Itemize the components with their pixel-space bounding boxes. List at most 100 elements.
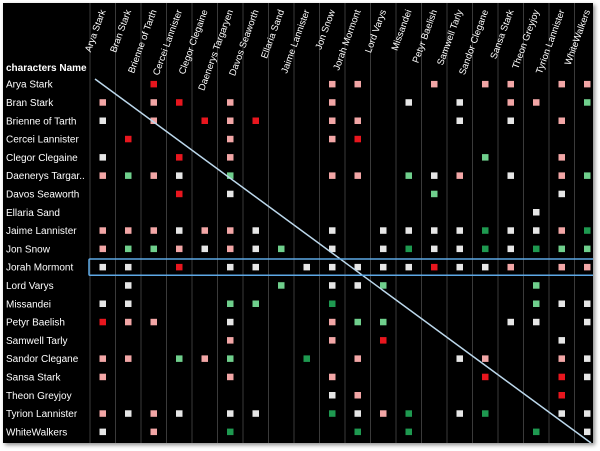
- cell-arya-stark-tyrion-lannister: [558, 80, 565, 88]
- cell-jaime-lannister-samwell-tarly: [456, 227, 463, 234]
- cell-petyr-baelish-theon-greyjoy: [533, 318, 540, 326]
- cell-jaime-lannister-clegor-clegaine: [201, 227, 208, 234]
- cell-tyrion-lannister-sandor-clegane: [482, 410, 489, 417]
- cell-jaime-lannister-daenerys-targaryen: [227, 227, 234, 234]
- cell-petyr-baelish-arya-stark: [99, 318, 106, 326]
- cell-daenerys-targar-arya-stark: [99, 172, 106, 179]
- cell-bran-stark-brienne-of-tarth: [150, 99, 157, 106]
- cell-jon-snow-ellaria-sand: [278, 245, 285, 253]
- row-label-daenerys-targar: Daenerys Targar..: [6, 171, 85, 182]
- cell-jorah-mormont-samwell-tarly: [456, 263, 463, 271]
- cell-brienne-of-tarth-daenerys-targaryen: [227, 117, 234, 124]
- cell-petyr-baelish-sansa-stark: [507, 318, 514, 326]
- cell-jon-snow-whitewalkers: [584, 245, 591, 253]
- row-label-bran-stark: Bran Stark: [6, 98, 54, 109]
- cell-sandor-clegane-samwell-tarly: [456, 355, 463, 362]
- cell-jon-snow-petyr-baelish: [431, 245, 438, 253]
- cell-petyr-baelish-lord-varys: [380, 318, 387, 326]
- cell-jorah-mormont-tyrion-lannister: [558, 263, 565, 271]
- cell-samwell-tarly-lord-varys: [380, 337, 387, 344]
- cell-jon-snow-tyrion-lannister: [558, 245, 565, 253]
- cell-missandei-jon-snow: [329, 300, 336, 307]
- cell-clegor-clegaine-cercei-lannister: [176, 154, 183, 161]
- cell-jorah-mormont-arya-stark: [99, 263, 106, 271]
- row-label-sansa-stark: Sansa Stark: [6, 372, 61, 383]
- cell-jorah-mormont-petyr-baelish: [431, 263, 438, 271]
- cell-brienne-of-tarth-arya-stark: [99, 117, 106, 124]
- row-label-jaime-lannister: Jaime Lannister: [6, 226, 77, 237]
- cell-jon-snow-daenerys-targaryen: [227, 245, 234, 253]
- cell-bran-stark-samwell-tarly: [456, 99, 463, 106]
- cell-daenerys-targar-missandei: [405, 172, 412, 179]
- cell-tyrion-lannister-arya-stark: [99, 410, 106, 417]
- cell-clegor-clegaine-arya-stark: [99, 154, 106, 161]
- cell-whitewalkers-jorah-mormont: [354, 428, 361, 436]
- cell-jon-snow-arya-stark: [99, 245, 106, 253]
- column-label-sansa-stark: Sansa Stark: [489, 8, 517, 61]
- cell-petyr-baelish-jorah-mormont: [354, 318, 361, 326]
- cell-sansa-stark-arya-stark: [99, 373, 106, 381]
- cell-theon-greyjoy-tyrion-lannister: [558, 392, 565, 399]
- cell-jaime-lannister-theon-greyjoy: [533, 227, 540, 234]
- cell-bran-stark-jon-snow: [329, 99, 336, 106]
- cell-lord-varys-bran-stark: [125, 282, 132, 289]
- cell-jorah-mormont-missandei: [405, 263, 412, 271]
- cell-petyr-baelish-daenerys-targaryen: [227, 318, 234, 326]
- cell-jaime-lannister-missandei: [405, 227, 412, 234]
- cell-jon-snow-sandor-clegane: [482, 245, 489, 253]
- cell-clegor-clegaine-tyrion-lannister: [558, 154, 565, 161]
- cell-missandei-arya-stark: [99, 300, 106, 307]
- cell-petyr-baelish-brienne-of-tarth: [150, 318, 157, 326]
- cell-tyrion-lannister-whitewalkers: [584, 410, 591, 417]
- cell-jaime-lannister-arya-stark: [99, 227, 106, 234]
- cell-tyrion-lannister-lord-varys: [380, 410, 387, 417]
- cell-theon-greyjoy-jorah-mormont: [354, 392, 361, 399]
- cell-sansa-stark-sandor-clegane: [482, 373, 489, 381]
- cell-arya-stark-sansa-stark: [507, 80, 514, 88]
- cell-lord-varys-jon-snow: [329, 282, 336, 289]
- cell-arya-stark-petyr-baelish: [431, 80, 438, 88]
- cell-tyrion-lannister-bran-stark: [125, 410, 132, 417]
- cell-jon-snow-bran-stark: [125, 245, 132, 253]
- cell-sandor-clegane-tyrion-lannister: [558, 355, 565, 362]
- cell-petyr-baelish-bran-stark: [125, 318, 132, 326]
- cell-arya-stark-jorah-mormont: [354, 80, 361, 88]
- row-label-ellaria-sand: Ellaria Sand: [6, 208, 60, 219]
- cell-sandor-clegane-jorah-mormont: [354, 355, 361, 362]
- cell-daenerys-targar-jorah-mormont: [354, 172, 361, 179]
- column-label-bran-stark: Bran Stark: [108, 8, 134, 54]
- cell-sansa-stark-daenerys-targaryen: [227, 373, 234, 381]
- cell-missandei-davos-seaworth: [252, 300, 259, 307]
- row-label-arya-stark: Arya Stark: [6, 80, 54, 91]
- cell-daenerys-targar-tyrion-lannister: [558, 172, 565, 179]
- cell-daenerys-targar-whitewalkers: [584, 172, 591, 179]
- cell-whitewalkers-whitewalkers: [584, 428, 591, 436]
- row-header-label: characters Name: [6, 63, 87, 74]
- row-label-jorah-mormont: Jorah Mormont: [6, 263, 73, 274]
- cell-tyrion-lannister-jorah-mormont: [354, 410, 361, 417]
- row-label-sandor-clegane: Sandor Clegane: [6, 354, 79, 365]
- cell-bran-stark-daenerys-targaryen: [227, 99, 234, 106]
- cell-tyrion-lannister-davos-seaworth: [252, 410, 259, 417]
- cell-jorah-mormont-jorah-mormont: [354, 263, 361, 271]
- cell-arya-stark-whitewalkers: [584, 80, 591, 88]
- chart-frame: characters Name Arya Stark Bran Stark Brien…: [3, 3, 593, 443]
- column-label-arya-stark: Arya Stark: [83, 8, 109, 54]
- cell-davos-seaworth-daenerys-targaryen: [227, 190, 234, 198]
- cell-missandei-daenerys-targaryen: [227, 300, 234, 307]
- cell-daenerys-targar-bran-stark: [125, 172, 132, 179]
- cell-daenerys-targar-sansa-stark: [507, 172, 514, 179]
- cell-jaime-lannister-whitewalkers: [584, 227, 591, 234]
- highlight-row-box: [88, 258, 593, 277]
- cell-clegor-clegaine-sandor-clegane: [482, 154, 489, 161]
- cell-jaime-lannister-cercei-lannister: [176, 227, 183, 234]
- cell-jaime-lannister-sansa-stark: [507, 227, 514, 234]
- cell-jon-snow-jon-snow: [329, 245, 336, 253]
- cell-whitewalkers-brienne-of-tarth: [150, 428, 157, 436]
- row-label-samwell-tarly: Samwell Tarly: [6, 336, 68, 347]
- cell-jorah-mormont-jaime-lannister: [303, 263, 310, 271]
- cell-jorah-mormont-cercei-lannister: [176, 263, 183, 271]
- cell-jon-snow-theon-greyjoy: [533, 245, 540, 253]
- cell-cercei-lannister-daenerys-targaryen: [227, 135, 234, 143]
